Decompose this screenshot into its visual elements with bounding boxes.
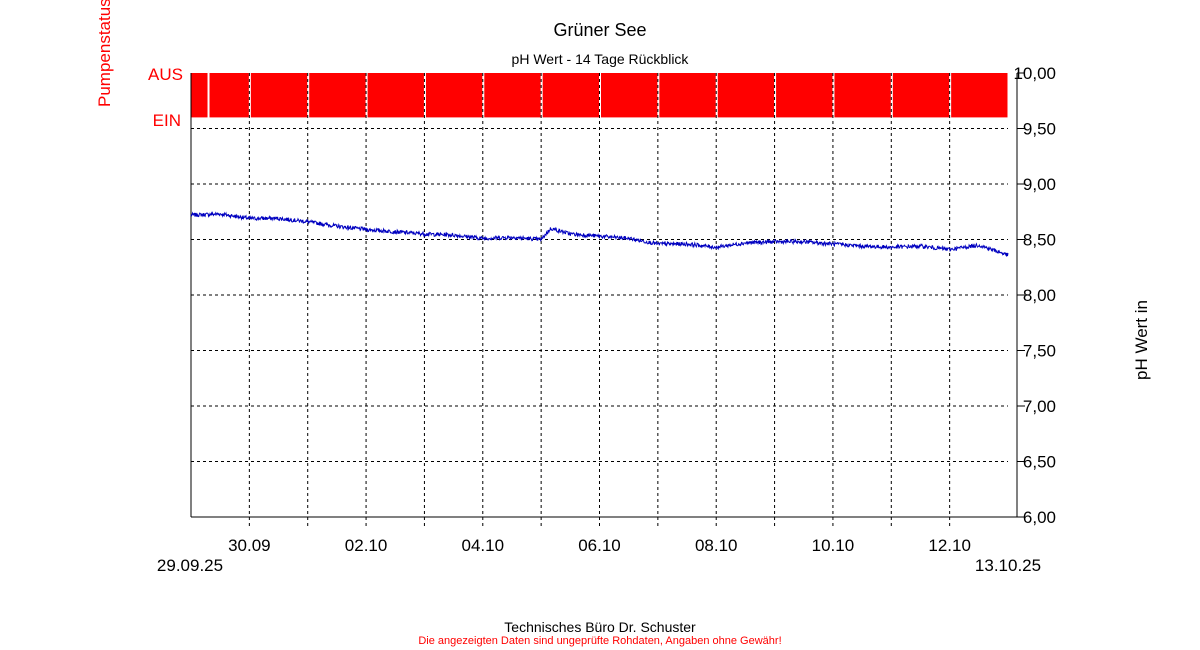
y-tick-label: 7,00 (1023, 397, 1056, 416)
pump-status-segment (601, 73, 658, 118)
tick-labels: 6,00 6,50 7,00 7,50 8,00 8,50 9,00 9,50 10,00 30.… (228, 64, 1056, 555)
y-tick-label: 8,00 (1023, 286, 1056, 305)
x-end-label: 13.10.25 (975, 556, 1041, 575)
y-tick-label: 6,50 (1023, 453, 1056, 472)
series (190, 211, 1009, 257)
pump-status-segment (309, 73, 366, 118)
x-start-label: 29.09.25 (157, 556, 223, 575)
pump-status-segment (659, 73, 716, 118)
pump-status-segment (951, 73, 1008, 118)
x-tick-label: 02.10 (345, 536, 388, 555)
grid (191, 73, 1008, 528)
x-tick-label: 04.10 (462, 536, 505, 555)
x-tick-label: 06.10 (578, 536, 621, 555)
y-tick-label: 7,50 (1023, 342, 1056, 361)
chart-subtitle: pH Wert - 14 Tage Rückblick (512, 51, 690, 67)
pump-status-segment (425, 73, 483, 118)
pump-status-segment (892, 73, 950, 118)
pump-on-label: EIN (153, 111, 181, 130)
y-axis-label: pH Wert in (1132, 300, 1151, 380)
x-tick-label: 30.09 (228, 536, 271, 555)
pump-status-segment (776, 73, 833, 118)
pump-status-segment (367, 73, 424, 118)
pump-status-segment (542, 73, 599, 118)
y-tick-label: 8,50 (1023, 231, 1056, 250)
x-tick-label: 10.10 (812, 536, 855, 555)
pump-status-band (191, 73, 1008, 118)
footer-credit: Technisches Büro Dr. Schuster (504, 619, 696, 635)
y-tick-label: 9,00 (1023, 175, 1056, 194)
pump-status-segment (250, 73, 308, 118)
pump-axis-label: Pumpenstatus (95, 0, 114, 107)
axes (190, 72, 1025, 518)
x-tick-label: 12.10 (928, 536, 971, 555)
pump-status-segment (717, 73, 775, 118)
pump-off-label: AUS (148, 65, 183, 84)
pump-status-segment (834, 73, 891, 118)
y-tick-label: 10,00 (1013, 64, 1056, 83)
x-tick-label: 08.10 (695, 536, 738, 555)
ph-series-line (190, 211, 1009, 257)
pump-status-segment (209, 73, 249, 118)
y-tick-label: 9,50 (1023, 120, 1056, 139)
footer-disclaimer: Die angezeigten Daten sind ungeprüfte Ro… (418, 635, 782, 647)
y-tick-label: 6,00 (1023, 508, 1056, 527)
pump-status-segment (484, 73, 541, 118)
pump-status-segment (191, 73, 208, 118)
chart-title: Grüner See (553, 20, 646, 40)
